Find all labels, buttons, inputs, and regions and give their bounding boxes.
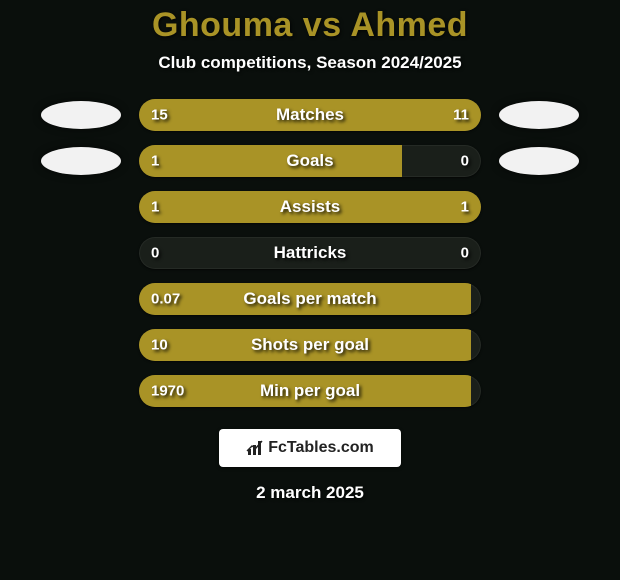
avatar-spacer [499,239,579,267]
stat-label: Shots per goal [251,335,369,355]
stat-label: Hattricks [274,243,347,263]
stat-row: 1970 Min per goal [0,375,620,407]
footer-date: 2 march 2025 [0,483,620,503]
stat-bar: 15 11 Matches [139,99,481,131]
stat-label: Min per goal [260,381,360,401]
stat-bar: 1970 Min per goal [139,375,481,407]
stat-bar: 0 0 Hattricks [139,237,481,269]
player1-avatar [41,147,121,175]
stat-bar: 10 Shots per goal [139,329,481,361]
stat-rows: 1511Matches10Goals11Assists00Hattricks0.… [0,99,620,407]
stat-value-right: 0 [461,153,469,170]
stat-value-left: 0.07 [151,291,180,308]
stat-bar: 1 1 Assists [139,191,481,223]
stat-value-left: 1 [151,153,159,170]
chart-icon [246,439,264,457]
subtitle: Club competitions, Season 2024/2025 [0,53,620,73]
stat-value-right: 11 [453,107,469,124]
avatar-spacer [41,239,121,267]
branding-badge: FcTables.com [219,429,401,467]
stat-bar: 0.07 Goals per match [139,283,481,315]
stat-value-left: 15 [151,107,168,124]
stat-value-left: 1 [151,199,159,216]
stat-value-left: 10 [151,337,168,354]
comparison-card: Ghouma vs Ahmed Club competitions, Seaso… [0,0,620,580]
player2-avatar [499,147,579,175]
avatar-spacer [41,331,121,359]
avatar-spacer [499,377,579,405]
player1-avatar [41,101,121,129]
avatar-spacer [41,193,121,221]
player2-avatar [499,101,579,129]
page-title: Ghouma vs Ahmed [0,6,620,45]
stat-label: Goals [286,151,333,171]
stat-row: 0 0 Hattricks [0,237,620,269]
stat-value-left: 0 [151,245,159,262]
stat-bar: 1 0 Goals [139,145,481,177]
stat-value-right: 0 [461,245,469,262]
stat-row: 10 Shots per goal [0,329,620,361]
stat-value-right: 1 [461,199,469,216]
stat-label: Matches [276,105,344,125]
stat-row: 0.07 Goals per match [0,283,620,315]
player1-name: Ghouma [152,6,293,44]
avatar-spacer [499,285,579,313]
avatar-spacer [41,377,121,405]
stat-label: Assists [280,197,340,217]
stat-row: 1 1 Assists [0,191,620,223]
stat-row: 1 0 Goals [0,145,620,177]
player2-name: Ahmed [350,6,468,44]
stat-label: Goals per match [243,289,376,309]
vs-label: vs [303,6,342,44]
branding-text: FcTables.com [268,439,374,457]
stat-row: 15 11 Matches [0,99,620,131]
avatar-spacer [499,193,579,221]
stat-value-left: 1970 [151,383,184,400]
avatar-spacer [499,331,579,359]
bar-left-fill [139,145,402,177]
avatar-spacer [41,285,121,313]
